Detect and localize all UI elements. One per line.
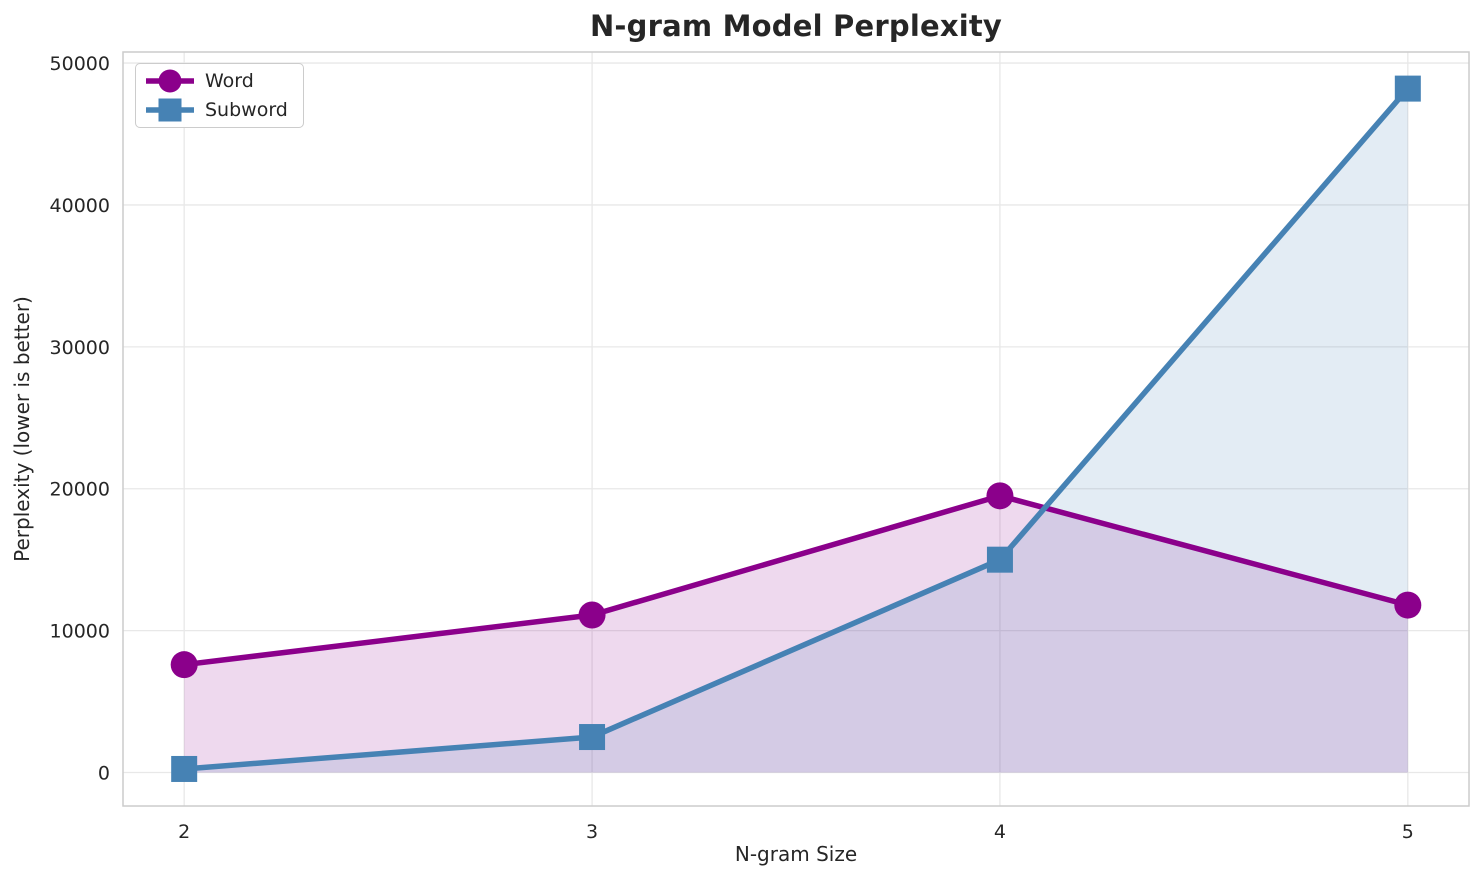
x-axis-label: N-gram Size: [734, 842, 858, 866]
x-tick-label: 2: [178, 821, 190, 843]
legend-label-subword: Subword: [205, 99, 288, 121]
word-data-marker: [170, 651, 198, 679]
subword-legend-square: [158, 98, 182, 122]
word-legend-circle: [158, 69, 182, 93]
legend: Word Subword: [135, 63, 304, 128]
legend-item-word: Word: [144, 68, 288, 94]
y-axis-label: Perplexity (lower is better): [10, 296, 34, 562]
subword-data-marker: [579, 724, 606, 751]
subword-line: [181, 85, 1411, 772]
word-line: [181, 493, 1411, 668]
chart-title: N-gram Model Perplexity: [589, 9, 1003, 43]
subword-data-marker: [171, 755, 198, 782]
legend-label-word: Word: [205, 70, 254, 92]
word-fill-area: [184, 495, 1408, 773]
x-tick-label: 4: [994, 821, 1006, 843]
y-tick-label: 0: [98, 763, 110, 785]
subword-fill-area: [184, 88, 1408, 773]
y-tick-label: 40000: [50, 195, 110, 217]
subword-data-marker: [1394, 75, 1421, 102]
plot-border: [122, 51, 1470, 807]
word-data-marker: [986, 482, 1014, 510]
x-tick-label: 5: [1402, 821, 1414, 843]
legend-item-subword: Subword: [144, 97, 288, 123]
y-tick-label: 20000: [50, 479, 110, 501]
word-legend-marker-icon: [146, 69, 194, 93]
x-tick-label: 3: [586, 821, 598, 843]
y-tick-label: 50000: [50, 53, 110, 75]
y-tick-label: 10000: [50, 621, 110, 643]
word-data-marker: [578, 601, 606, 629]
subword-data-marker: [986, 546, 1013, 573]
y-tick-label: 30000: [50, 337, 110, 359]
subword-legend-marker-icon: [146, 98, 194, 122]
word-data-marker: [1394, 591, 1422, 619]
